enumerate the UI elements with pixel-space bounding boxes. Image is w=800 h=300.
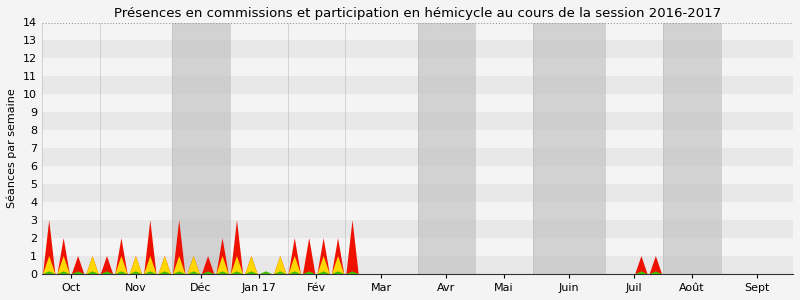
Bar xyxy=(42,184,793,202)
Bar xyxy=(42,256,793,274)
Polygon shape xyxy=(43,271,792,274)
Bar xyxy=(663,22,721,274)
Bar xyxy=(42,202,793,220)
Bar xyxy=(42,58,793,76)
Polygon shape xyxy=(43,256,792,274)
Bar xyxy=(418,22,475,274)
Bar xyxy=(42,220,793,238)
Bar xyxy=(42,40,793,58)
Bar xyxy=(42,166,793,184)
Polygon shape xyxy=(43,220,792,274)
Bar xyxy=(42,238,793,256)
Y-axis label: Séances par semaine: Séances par semaine xyxy=(7,88,18,208)
Bar xyxy=(42,130,793,148)
Bar xyxy=(42,76,793,94)
Bar xyxy=(42,94,793,112)
Bar xyxy=(42,22,793,40)
Bar xyxy=(533,22,606,274)
Bar xyxy=(172,22,230,274)
Bar xyxy=(42,112,793,130)
Bar xyxy=(42,148,793,166)
Title: Présences en commissions et participation en hémicycle au cours de la session 20: Présences en commissions et participatio… xyxy=(114,7,721,20)
